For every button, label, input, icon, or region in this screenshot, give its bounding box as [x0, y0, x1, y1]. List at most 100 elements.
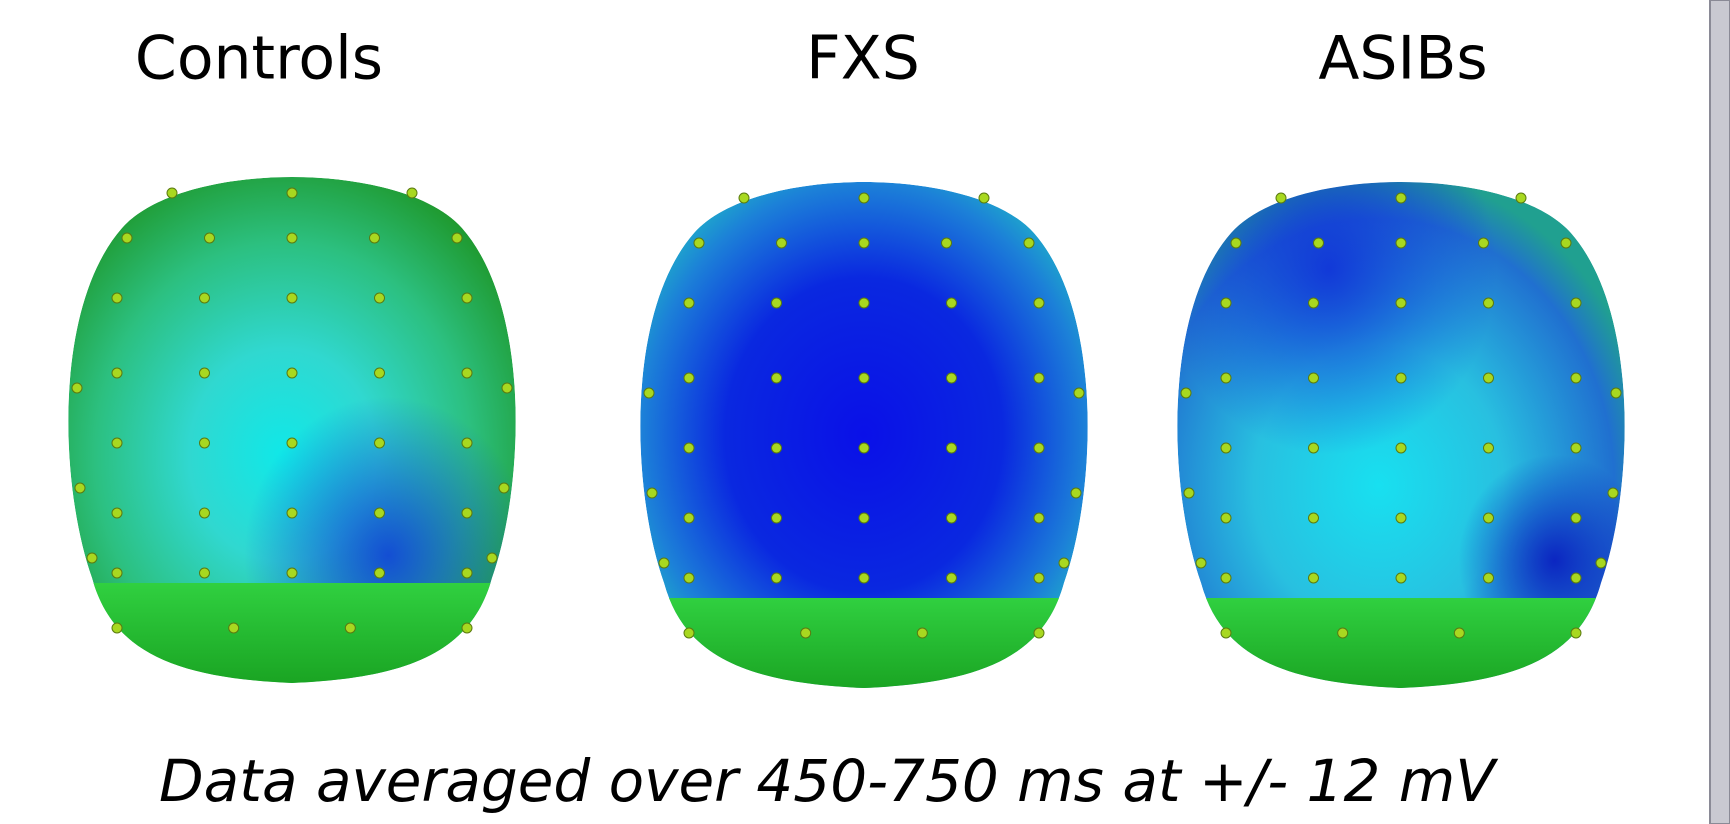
electrode [1396, 373, 1406, 383]
electrode [1309, 573, 1319, 583]
electrode [122, 233, 132, 243]
electrode [1309, 443, 1319, 453]
electrode [739, 193, 749, 203]
electrode [1221, 443, 1231, 453]
electrode [1608, 488, 1618, 498]
electrode [684, 628, 694, 638]
electrode [112, 568, 122, 578]
panel-title: Controls [135, 24, 383, 94]
electrode [375, 508, 385, 518]
electrode [452, 233, 462, 243]
electrode [1071, 488, 1081, 498]
electrode [1484, 373, 1494, 383]
electrode [200, 438, 210, 448]
electrode [647, 488, 657, 498]
electrode [1571, 573, 1581, 583]
electrode [1221, 628, 1231, 638]
electrode [370, 233, 380, 243]
head-map [52, 158, 532, 693]
electrode [462, 293, 472, 303]
electrode [947, 298, 957, 308]
electrode [287, 508, 297, 518]
head-map [1161, 163, 1641, 698]
electrode [1396, 298, 1406, 308]
electrode [917, 628, 927, 638]
electrode [801, 628, 811, 638]
electrode [200, 508, 210, 518]
electrode [644, 388, 654, 398]
electrode [462, 568, 472, 578]
electrode [287, 438, 297, 448]
electrode [1221, 513, 1231, 523]
electrode [375, 438, 385, 448]
electrode [1338, 628, 1348, 638]
electrode [684, 373, 694, 383]
electrode [684, 443, 694, 453]
electrode [1181, 388, 1191, 398]
electrode [1034, 373, 1044, 383]
electrode [859, 298, 869, 308]
electrode [684, 513, 694, 523]
head-map [624, 182, 1104, 698]
electrode [462, 508, 472, 518]
electrode [1396, 193, 1406, 203]
electrode [1034, 628, 1044, 638]
electrode [1314, 238, 1324, 248]
electrode [287, 188, 297, 198]
electrode [1484, 443, 1494, 453]
caption: Data averaged over 450-750 ms at +/- 12 … [159, 747, 1499, 815]
electrode [979, 193, 989, 203]
electrode [1484, 298, 1494, 308]
electrode [777, 238, 787, 248]
electrode [112, 438, 122, 448]
electrode [772, 513, 782, 523]
electrode [1309, 298, 1319, 308]
electrode [1571, 628, 1581, 638]
electrode [112, 368, 122, 378]
electrode [229, 623, 239, 633]
electrode [287, 233, 297, 243]
electrode [1221, 373, 1231, 383]
electrode [287, 368, 297, 378]
electrode [859, 373, 869, 383]
panel-title: ASIBs [1318, 24, 1487, 94]
electrode [1571, 513, 1581, 523]
electrode [772, 573, 782, 583]
electrode [502, 383, 512, 393]
electrode [942, 238, 952, 248]
slide: Controls FXS ASIBs Data averaged over 45… [0, 0, 1730, 824]
electrode [859, 443, 869, 453]
electrode [1561, 238, 1571, 248]
electrode [1276, 193, 1286, 203]
electrode [859, 573, 869, 583]
electrode [112, 508, 122, 518]
electrode [287, 293, 297, 303]
electrode [859, 238, 869, 248]
electrode [947, 443, 957, 453]
electrode [659, 558, 669, 568]
electrode [75, 483, 85, 493]
electrode [1034, 298, 1044, 308]
panel-title: FXS [806, 24, 920, 94]
electrode [200, 568, 210, 578]
electrode [1309, 513, 1319, 523]
electrode [462, 623, 472, 633]
electrode [375, 368, 385, 378]
electrode [1571, 298, 1581, 308]
electrode [1516, 193, 1526, 203]
electrode [772, 298, 782, 308]
electrode [1484, 573, 1494, 583]
electrode [1571, 443, 1581, 453]
electrode [1074, 388, 1084, 398]
electrode [462, 438, 472, 448]
electrode [287, 568, 297, 578]
electrode [1034, 573, 1044, 583]
electrode [1196, 558, 1206, 568]
electrode [684, 573, 694, 583]
electrode [1396, 443, 1406, 453]
electrode [375, 568, 385, 578]
electrode [859, 513, 869, 523]
electrode [859, 193, 869, 203]
electrode [375, 293, 385, 303]
electrode [694, 238, 704, 248]
